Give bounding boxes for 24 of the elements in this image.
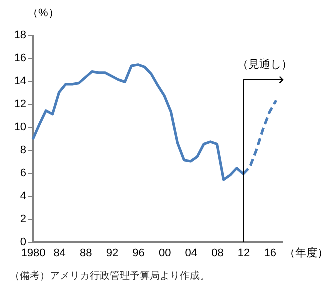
y-axis-title: （%） bbox=[28, 8, 60, 20]
x-tick-label: 16 bbox=[264, 248, 276, 260]
x-tick-label: 04 bbox=[185, 248, 198, 260]
y-tick-label: 8 bbox=[20, 144, 26, 156]
y-tick-label: 18 bbox=[14, 30, 26, 42]
x-tick-label: 1980 bbox=[21, 248, 46, 260]
x-tick-label: 96 bbox=[132, 248, 145, 260]
y-tick-label: 16 bbox=[14, 52, 26, 64]
x-tick-label: 00 bbox=[158, 248, 172, 260]
y-tick-label: 2 bbox=[20, 214, 26, 226]
x-tick-label: 92 bbox=[106, 248, 119, 260]
y-tick-label: 14 bbox=[14, 76, 26, 88]
text: （備考）アメリカ行政管理予算局より作成。 bbox=[10, 270, 210, 282]
y-tick-label: 12 bbox=[14, 98, 26, 110]
y-tick-label: 0 bbox=[20, 236, 26, 248]
x-tick-label: 84 bbox=[54, 248, 66, 260]
x-tick-label: 88 bbox=[80, 248, 92, 260]
ref-line-label: （見通し） bbox=[238, 58, 293, 71]
x-tick-label: 08 bbox=[212, 248, 224, 260]
x-axis-title: （年度） bbox=[284, 246, 324, 260]
y-tick-label: 4 bbox=[20, 190, 26, 202]
y-tick-label: 10 bbox=[14, 122, 26, 134]
x-tick-label: 12 bbox=[238, 248, 250, 260]
y-tick-label: 6 bbox=[20, 168, 26, 180]
